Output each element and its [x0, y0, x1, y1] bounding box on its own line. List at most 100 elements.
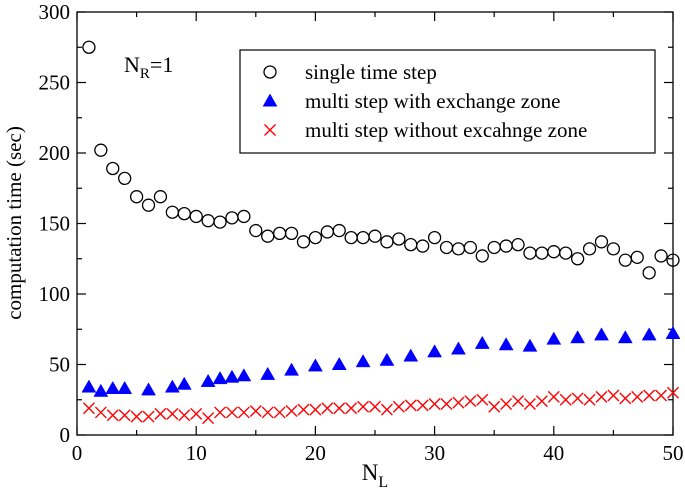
cross-point: [237, 406, 250, 419]
y-tick-label: 0: [60, 423, 71, 447]
circle-point: [82, 40, 96, 54]
circle-point: [213, 215, 227, 229]
circle-point: [392, 232, 406, 246]
circle-point: [416, 239, 430, 253]
circle-point: [94, 143, 108, 157]
cross-point: [178, 409, 191, 422]
circle-point: [189, 209, 203, 224]
cross-point: [404, 399, 417, 412]
cross-point: [94, 406, 107, 419]
cross-point: [142, 410, 155, 423]
cross-point: [607, 389, 620, 402]
circle-point: [249, 223, 263, 238]
x-tick-label: 40: [543, 441, 564, 465]
y-tick-label: 150: [39, 212, 71, 236]
triangle-point: [474, 335, 490, 349]
cross-point: [571, 392, 584, 405]
circle-point: [296, 235, 311, 249]
cross-point: [249, 405, 262, 418]
triangle-point: [236, 368, 252, 382]
circle-point: [594, 235, 609, 249]
cross-point: [392, 400, 405, 413]
cross-point: [631, 390, 644, 403]
series-cross: [82, 386, 679, 425]
triangle-point: [200, 373, 216, 387]
y-tick-label: 250: [39, 71, 71, 95]
cross-point: [345, 402, 358, 415]
circle-point: [153, 190, 168, 204]
series-circle: [82, 40, 680, 280]
triangle-point: [665, 325, 681, 339]
legend-label: single time step: [305, 60, 437, 84]
cross-point: [369, 400, 381, 413]
cross-point: [523, 397, 536, 410]
cross-point: [273, 406, 286, 419]
series-triangle: [81, 325, 681, 397]
cross-point: [357, 400, 370, 413]
cross-point: [380, 403, 393, 416]
triangle-point: [117, 380, 133, 394]
x-axis-label: NL: [362, 460, 388, 491]
x-tick-label: 10: [186, 441, 207, 465]
circle-point: [427, 230, 442, 245]
triangle-point: [224, 369, 240, 383]
cross-point: [106, 409, 119, 422]
cross-point: [154, 407, 167, 420]
cross-point: [416, 399, 429, 412]
cross-point: [667, 386, 679, 399]
data-points: [81, 40, 681, 425]
legend: single time step multi step with exchange…: [239, 49, 656, 154]
triangle-point: [164, 379, 180, 393]
cross-point: [476, 393, 489, 406]
cross-point: [82, 402, 95, 415]
legend-box: [239, 49, 656, 154]
triangle-point: [105, 380, 121, 394]
circle-point: [118, 171, 132, 186]
triangle-point: [617, 330, 633, 344]
circle-point: [582, 242, 597, 256]
triangle-point: [176, 376, 192, 390]
circle-point: [129, 190, 144, 204]
triangle-point: [212, 371, 228, 385]
cross-point: [643, 389, 656, 402]
legend-marker-cross: [264, 124, 276, 136]
triangle-point: [355, 354, 371, 368]
triangle-point: [498, 337, 514, 351]
triangle-point: [570, 330, 586, 344]
cross-point: [452, 396, 465, 409]
cross-point: [214, 406, 227, 419]
circle-point: [141, 198, 156, 212]
circle-point: [237, 209, 251, 224]
cross-point: [118, 409, 131, 422]
legend-marker-circle: [263, 65, 277, 79]
cross-point: [440, 397, 453, 410]
circle-point: [475, 249, 489, 263]
legend-marker-triangle: [262, 93, 278, 107]
triangle-point: [641, 327, 657, 341]
triangle-point: [451, 341, 466, 355]
circle-point: [642, 266, 656, 280]
cross-point: [559, 393, 572, 406]
triangle-point: [594, 327, 609, 341]
x-tick-label: 30: [424, 441, 445, 465]
cross-point: [321, 402, 334, 415]
circle-point: [106, 161, 120, 176]
x-tick-label: 50: [663, 441, 684, 465]
cross-point: [190, 407, 203, 420]
cross-point: [500, 397, 513, 410]
cross-point: [619, 392, 632, 405]
triangle-point: [331, 356, 347, 370]
y-tick-label: 100: [39, 282, 71, 306]
y-axis-label: computation time (sec): [2, 126, 26, 320]
triangle-point: [522, 338, 538, 352]
cross-point: [166, 407, 179, 420]
cross-point: [583, 393, 596, 406]
circle-point: [368, 229, 382, 243]
triangle-point: [284, 362, 299, 376]
triangle-point: [427, 344, 443, 358]
circle-point: [284, 226, 299, 241]
cross-point: [130, 410, 143, 423]
circle-point: [654, 249, 668, 263]
circle-point: [666, 253, 680, 267]
triangle-point: [141, 382, 156, 396]
